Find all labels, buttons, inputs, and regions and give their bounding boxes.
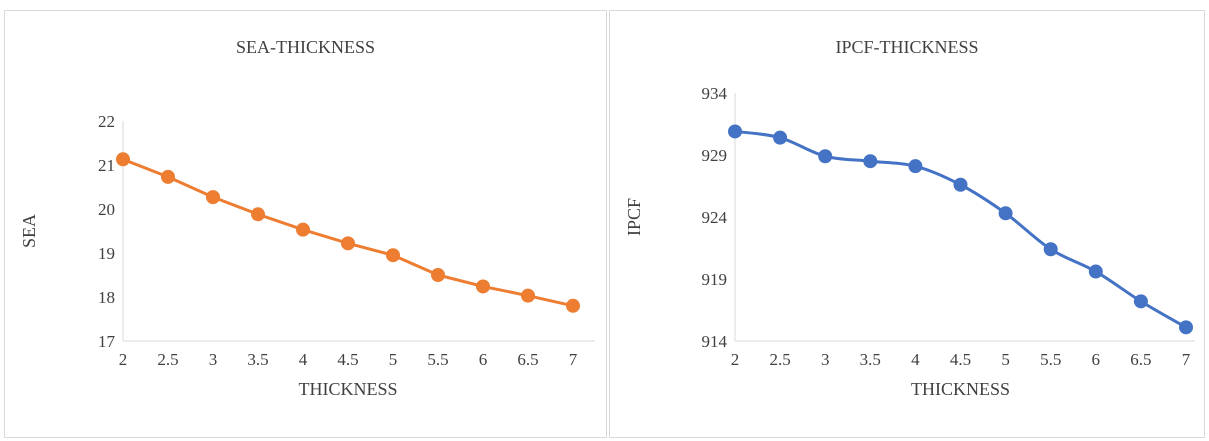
data-point-marker	[476, 279, 490, 294]
data-point-marker	[161, 169, 175, 184]
x-axis-label: THICKNESS	[911, 379, 1010, 399]
sea-thickness-chart-panel: SEA-THICKNESS 17 18 19 20 21 22 2 2.5 3 3.5 4 4.5 5 5…	[4, 10, 607, 438]
data-point-marker	[386, 248, 400, 263]
data-point-marker	[1043, 242, 1058, 257]
x-tick-label: 4.5	[950, 350, 971, 369]
data-point-marker	[431, 268, 445, 282]
data-point-marker	[728, 124, 742, 139]
data-point-marker	[773, 130, 788, 145]
x-tick-label: 2	[119, 350, 128, 369]
y-tick-label: 19	[98, 244, 115, 263]
data-point-marker	[863, 154, 878, 169]
data-point-marker	[251, 207, 265, 222]
data-point-marker	[341, 236, 355, 251]
y-tick-label: 914	[702, 332, 728, 351]
y-tick-label: 22	[98, 112, 115, 131]
y-tick-label: 929	[702, 146, 728, 165]
series-line	[733, 129, 1188, 329]
x-tick-label: 7	[569, 350, 578, 369]
data-point-marker	[116, 152, 130, 167]
x-tick-label: 7	[1182, 350, 1191, 369]
x-tick-label: 3	[209, 350, 218, 369]
y-axis-label: SEA	[19, 214, 39, 248]
x-tick-label: 2	[731, 350, 740, 369]
data-point-marker	[953, 177, 968, 192]
x-tick-label: 4	[299, 350, 308, 369]
x-tick-label: 5	[1001, 350, 1010, 369]
x-tick-label: 4	[911, 350, 920, 369]
ipcf-thickness-chart-panel: IPCF-THICKNESS 914 919 924 929 934 2 2.5 3 3.5 4 4…	[609, 10, 1205, 438]
y-tick-label: 17	[98, 332, 116, 351]
y-tick-label: 21	[98, 156, 115, 175]
series-line	[121, 157, 575, 308]
data-point-marker	[206, 190, 220, 205]
data-point-marker	[521, 288, 535, 303]
data-point-marker	[998, 206, 1013, 221]
chart-title: IPCF-THICKNESS	[835, 37, 979, 57]
x-tick-label: 6.5	[1130, 350, 1151, 369]
data-point-marker	[1179, 320, 1193, 335]
data-point-marker	[296, 222, 310, 237]
x-tick-label: 5	[389, 350, 398, 369]
y-tick-label: 18	[98, 288, 115, 307]
x-tick-label: 6	[479, 350, 488, 369]
data-point-marker	[908, 159, 923, 174]
y-tick-label: 20	[98, 200, 115, 219]
x-axis-label: THICKNESS	[298, 379, 397, 399]
data-point-marker	[1088, 264, 1103, 279]
x-tick-label: 4.5	[337, 350, 358, 369]
y-tick-label: 934	[702, 84, 728, 103]
x-tick-label: 3	[821, 350, 830, 369]
x-tick-label: 2.5	[157, 350, 178, 369]
y-axis-label: IPCF	[624, 198, 644, 236]
x-tick-label: 3.5	[247, 350, 268, 369]
x-tick-label: 6.5	[517, 350, 538, 369]
data-point-marker	[1133, 294, 1148, 309]
chart-title: SEA-THICKNESS	[235, 37, 375, 57]
ipcf-thickness-plot: 914 919 924 929 934 2 2.5 3 3.5 4 4.5 5 5.5 6 6.5 7 THIC…	[624, 84, 1195, 399]
y-tick-label: 919	[702, 270, 728, 289]
x-tick-label: 5.5	[427, 350, 448, 369]
x-tick-label: 2.5	[769, 350, 790, 369]
x-tick-label: 3.5	[860, 350, 881, 369]
data-point-marker	[818, 149, 833, 164]
y-tick-label: 924	[702, 208, 728, 227]
data-point-marker	[566, 298, 580, 313]
x-tick-label: 5.5	[1040, 350, 1061, 369]
x-tick-label: 6	[1092, 350, 1101, 369]
